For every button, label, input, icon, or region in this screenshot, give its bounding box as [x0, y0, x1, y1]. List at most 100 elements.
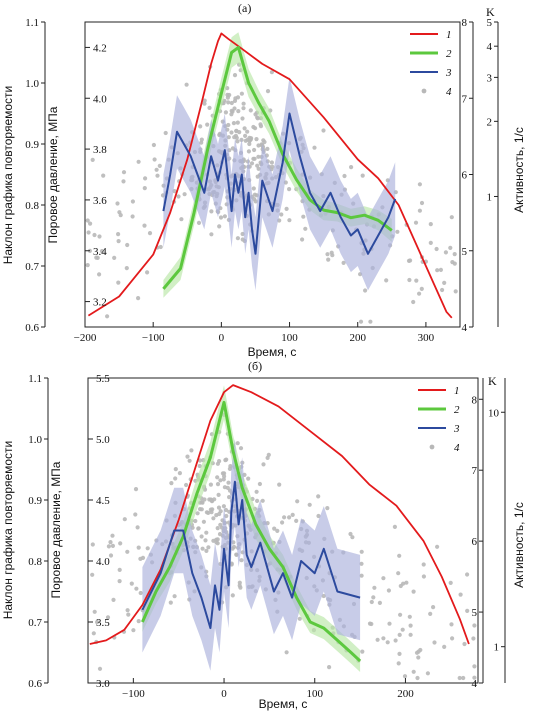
b-activity-point	[204, 548, 209, 554]
a-activity-point	[105, 314, 110, 319]
a-activity-tick-label: 1	[487, 191, 493, 203]
b-activity-point	[397, 632, 402, 638]
b-activity-point	[223, 458, 228, 463]
a-activity-point	[95, 255, 100, 260]
a-activity-point	[368, 319, 373, 324]
a-activity-point	[256, 143, 261, 148]
panel-b-pressure-axis-label: Поровое давление, МПа	[49, 461, 63, 598]
a-pressure-tick-label: 3.4	[93, 246, 107, 258]
b-activity-point	[126, 612, 131, 617]
a-activity-point	[142, 186, 147, 191]
a-activity-point	[155, 173, 160, 178]
a-activity-point	[154, 167, 159, 172]
b-activity-point	[265, 455, 270, 460]
b-activity-point	[169, 481, 174, 486]
b-slope-tick-label: 0.8	[28, 556, 42, 568]
b-activity-point	[129, 581, 134, 586]
a-activity-point	[452, 252, 457, 257]
a-activity-point	[147, 231, 153, 236]
panel-a-k-axis-label: K	[486, 5, 495, 19]
a-activity-point	[199, 137, 204, 142]
b-activity-point	[295, 499, 300, 504]
b-legend-label: 3	[453, 423, 460, 435]
a-activity-point	[442, 280, 447, 285]
b-activity-point	[90, 572, 95, 577]
b-activity-point	[235, 441, 240, 446]
b-activity-point	[134, 586, 139, 591]
b-activity-point	[408, 623, 413, 628]
a-activity-point	[209, 209, 214, 214]
b-activity-point	[185, 454, 190, 459]
a-activity-point	[448, 245, 453, 250]
b-activity-point	[396, 661, 401, 666]
a-activity-point	[124, 266, 129, 271]
b-activity-point	[421, 574, 426, 579]
b-activity-point	[90, 542, 95, 547]
a-activity-point	[363, 288, 368, 293]
b-activity-point	[125, 549, 130, 554]
b-activity-point	[173, 467, 178, 472]
a-slope-tick-label: 0.8	[25, 200, 39, 212]
a-activity-point	[232, 106, 237, 111]
a-activity-point	[198, 124, 203, 129]
b-activity-point	[199, 500, 204, 505]
a-activity-point	[202, 98, 207, 103]
b-activity-point	[97, 666, 103, 671]
a-activity-point	[227, 92, 232, 98]
panel-a-frame	[84, 21, 461, 328]
a-activity-point	[121, 170, 127, 175]
a-activity-tick-label: 4	[487, 41, 493, 53]
a-activity-point	[287, 187, 292, 192]
a-activity-point	[349, 165, 354, 170]
a-activity-point	[251, 124, 256, 130]
a-activity-point	[435, 268, 440, 273]
panel-b-slope-axis-label: Наклон графика повторяемости	[1, 441, 15, 619]
a-activity-point	[121, 179, 126, 184]
b-activity-point	[321, 593, 326, 599]
a-k-tick-label: 6	[462, 170, 468, 182]
a-activity-point	[255, 174, 260, 179]
a-activity-point	[136, 296, 141, 301]
b-activity-point	[117, 567, 122, 573]
a-activity-point	[245, 129, 250, 134]
b-x-tick-label: 200	[397, 688, 414, 700]
a-activity-point	[241, 101, 246, 106]
a-activity-point	[265, 89, 271, 94]
a-legend-label: 3	[445, 67, 452, 79]
b-activity-point	[200, 546, 205, 551]
b-activity-point	[359, 561, 364, 566]
a-activity-point	[252, 156, 257, 161]
b-activity-point	[448, 580, 453, 586]
a-activity-point	[325, 252, 330, 257]
b-activity-point	[177, 471, 182, 476]
b-activity-point	[408, 632, 413, 637]
a-activity-point	[408, 258, 413, 263]
panel-b-lines	[89, 384, 470, 663]
a-band-series-3	[163, 76, 396, 291]
b-activity-point	[416, 649, 421, 654]
panel-b-axes: −100 0 100 200 0.6 0.7 0.8 0.9 1.0 1.1 3.0 3.5 4.0 4.…	[28, 373, 506, 700]
a-activity-point	[145, 270, 150, 275]
b-activity-point	[425, 671, 430, 676]
b-activity-point	[136, 545, 141, 550]
a-activity-point	[97, 234, 102, 239]
b-activity-point	[108, 553, 114, 558]
b-activity-point	[117, 579, 122, 584]
a-activity-point	[236, 109, 241, 114]
b-activity-point	[195, 511, 200, 516]
a-activity-point	[158, 244, 163, 250]
b-k-tick-label: 5	[472, 607, 478, 619]
b-activity-point	[118, 541, 123, 546]
b-activity-point	[111, 597, 116, 603]
a-slope-tick-label: 0.6	[25, 322, 39, 334]
panel-b-frame	[87, 377, 479, 684]
b-legend-label: 2	[454, 404, 460, 416]
a-activity-point	[341, 260, 346, 265]
a-k-tick-label: 7	[462, 93, 468, 105]
b-activity-point	[215, 537, 220, 542]
a-activity-point	[438, 267, 443, 272]
a-activity-point	[218, 215, 224, 220]
b-activity-point	[397, 553, 402, 558]
b-activity-point	[204, 530, 209, 535]
b-line-series-1	[89, 384, 470, 645]
